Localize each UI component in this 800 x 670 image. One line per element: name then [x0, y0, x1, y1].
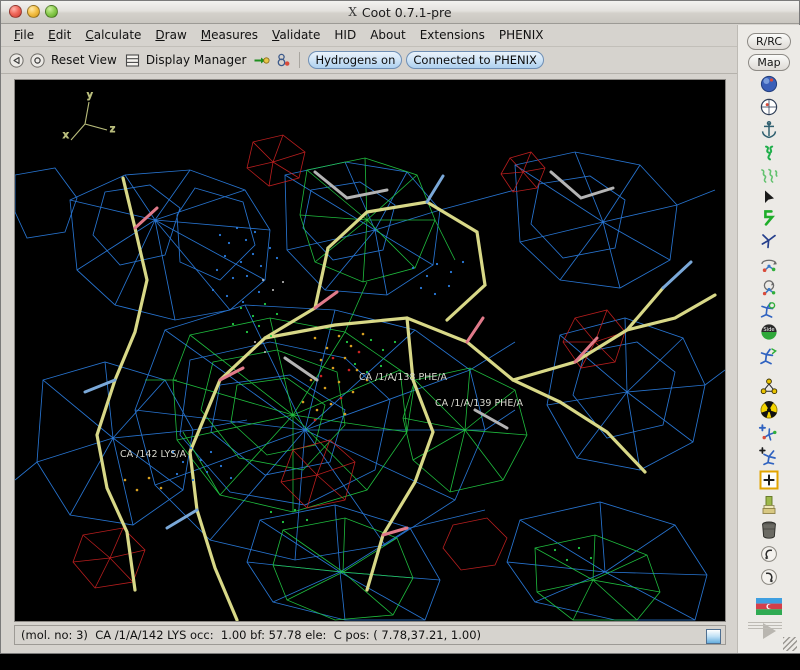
rotate-translate-zone-icon[interactable] — [756, 254, 782, 274]
anchor-icon[interactable] — [756, 120, 782, 140]
phenix-status-button[interactable]: Connected to PHENIX — [406, 51, 544, 69]
atom-label-2: CA /142 LYS/A — [120, 449, 187, 460]
rigid-body-fit-icon[interactable] — [756, 231, 782, 251]
minimize-button[interactable] — [27, 5, 40, 18]
axis-z-label: z — [110, 124, 115, 135]
window-controls — [9, 5, 58, 18]
status-bar: (mol. no: 3) CA /1/A/142 LYS occ: 1.00 b… — [14, 625, 726, 645]
density-and-model-scene: x y z CA /1/A/138 PHE/A CA /1/A/139 PHE/… — [15, 80, 725, 621]
menu-bar: File Edit Calculate Draw Measures Valida… — [1, 24, 799, 47]
window-resize-grip[interactable] — [783, 637, 797, 651]
menu-edit[interactable]: Edit — [48, 28, 72, 42]
menu-phenix[interactable]: PHENIX — [498, 28, 544, 42]
torsion-general-icon[interactable] — [756, 300, 782, 320]
axis-indicator: x y z — [62, 89, 115, 141]
add-alt-conf-icon[interactable] — [756, 446, 782, 466]
residue-info-icon[interactable] — [274, 52, 291, 69]
rotate-translate-button[interactable]: R/RC — [746, 33, 792, 50]
modelling-toolbar: R/RC Map — [737, 25, 800, 653]
menu-about[interactable]: About — [370, 28, 406, 42]
main-toolbar: Reset View Display Manager — [1, 47, 799, 74]
undo-icon[interactable] — [756, 544, 782, 564]
ramachandran-icon[interactable] — [756, 97, 782, 117]
mutate-auto-fit-icon[interactable] — [756, 377, 782, 397]
reset-view-icon[interactable] — [29, 52, 46, 69]
window-title-area: X Coot 0.7.1-pre — [1, 1, 799, 23]
dotted-density-cloud — [123, 226, 593, 562]
menu-calculate[interactable]: Calculate — [85, 28, 142, 42]
atom-label-0: CA /1/A/138 PHE/A — [359, 372, 448, 383]
toolbar-separator — [299, 52, 301, 68]
hydrogens-toggle-button[interactable]: Hydrogens on — [308, 51, 403, 69]
main-window: X Coot 0.7.1-pre File Edit Calculate Dra… — [0, 0, 800, 654]
title-bar[interactable]: X Coot 0.7.1-pre — [1, 1, 799, 24]
add-terminal-residue-icon[interactable] — [756, 423, 782, 443]
azerbaijan-flag-icon[interactable] — [756, 598, 782, 615]
fixed-atom-green-icon[interactable] — [756, 208, 782, 228]
reset-view-label[interactable]: Reset View — [51, 53, 117, 67]
molecular-graphics-canvas[interactable]: x y z CA /1/A/138 PHE/A CA /1/A/139 PHE/… — [14, 79, 726, 622]
axis-y-label: y — [87, 90, 93, 101]
window-title: Coot 0.7.1-pre — [361, 4, 452, 20]
sphere-refine-icon[interactable] — [756, 74, 782, 94]
model-bonds-nitrogen — [83, 174, 693, 530]
map-mesh-difference-positive — [145, 157, 661, 621]
axis-x-label: x — [63, 130, 69, 141]
go-to-atom-icon[interactable] — [253, 52, 270, 69]
display-manager-icon[interactable] — [124, 52, 141, 69]
x-app-icon: X — [348, 5, 357, 19]
model-bonds-grey-carbon — [283, 170, 615, 430]
redo-icon[interactable] — [756, 567, 782, 587]
radiation-damage-icon[interactable] — [756, 400, 782, 420]
menu-extensions[interactable]: Extensions — [419, 28, 485, 42]
display-manager-label[interactable]: Display Manager — [145, 53, 247, 67]
menu-validate[interactable]: Validate — [272, 28, 321, 42]
pointer-icon[interactable] — [756, 189, 782, 205]
map-color-swatch[interactable] — [706, 629, 721, 644]
edit-chi-angles-icon[interactable] — [756, 277, 782, 297]
map-button[interactable]: Map — [748, 54, 790, 71]
menu-file[interactable]: File — [14, 28, 35, 42]
zoom-button[interactable] — [45, 5, 58, 18]
navigate-back-icon[interactable] — [8, 52, 25, 69]
side-chain-icon[interactable]: Side — [756, 323, 782, 343]
menu-file-label: ile — [20, 28, 35, 42]
regularize-zone-icon[interactable] — [756, 143, 782, 163]
map-mesh-2fofc — [15, 151, 725, 621]
refine-zone-icon[interactable] — [756, 166, 782, 186]
status-text: (mol. no: 3) CA /1/A/142 LYS occ: 1.00 b… — [21, 628, 481, 642]
close-button[interactable] — [9, 5, 22, 18]
flip-peptide-icon[interactable] — [756, 346, 782, 366]
model-bonds-oxygen — [133, 206, 599, 537]
sidebar-scroll-lines — [748, 622, 782, 629]
clear-pending-picks-icon[interactable] — [756, 494, 782, 516]
menu-hid[interactable]: HID — [334, 28, 357, 42]
delete-icon[interactable] — [756, 519, 782, 541]
svg-text:Side: Side — [763, 327, 774, 333]
menu-draw[interactable]: Draw — [155, 28, 187, 42]
place-atom-at-pointer-icon[interactable] — [756, 469, 782, 491]
atom-label-1: CA /1/A/139 PHE/A — [435, 398, 524, 409]
menu-measures[interactable]: Measures — [200, 28, 259, 42]
